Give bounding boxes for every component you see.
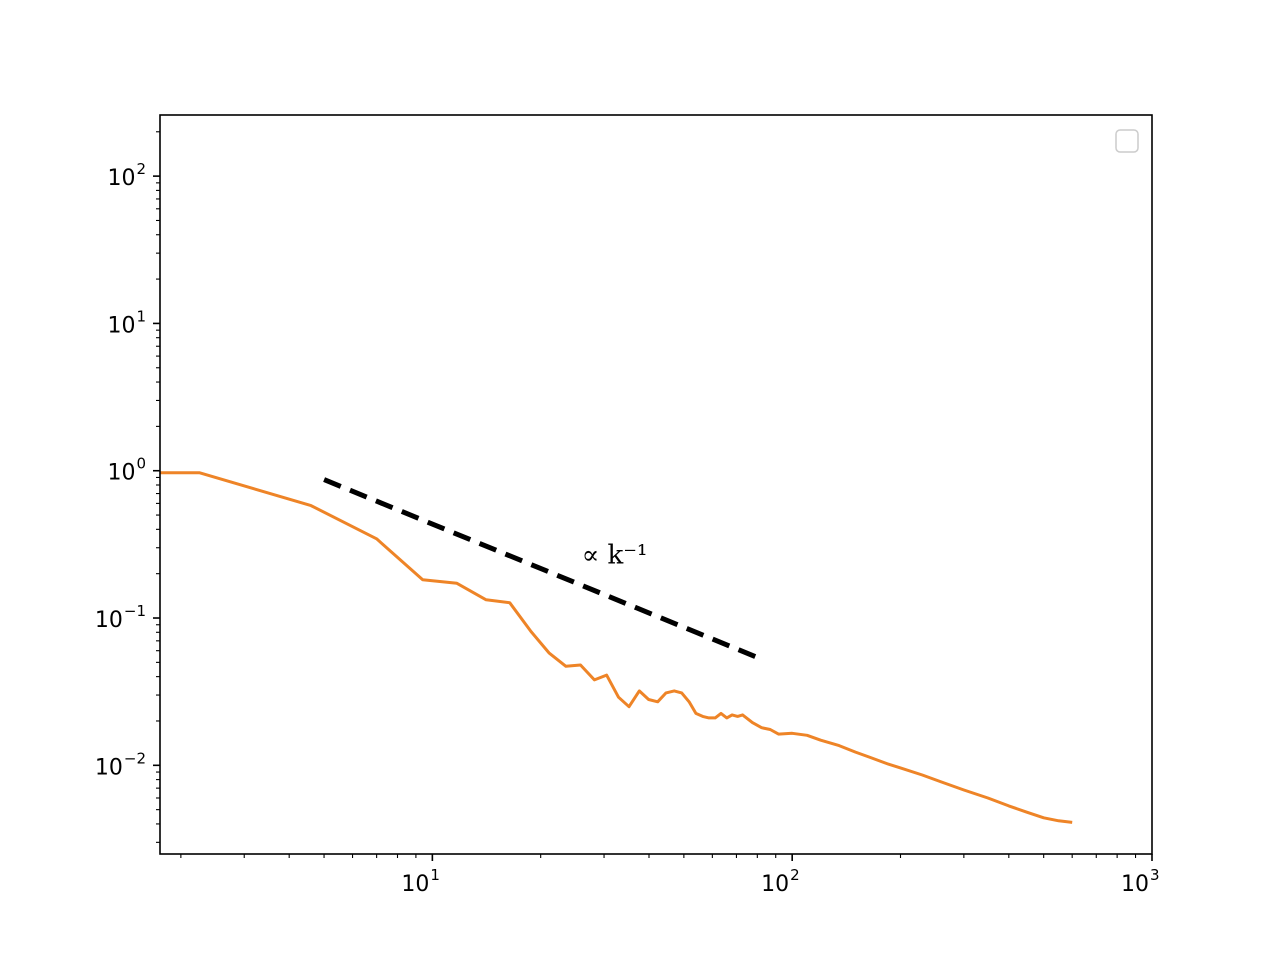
x-tick-label: 10 3	[1121, 866, 1160, 897]
x-tick-label: 10 2	[761, 866, 800, 897]
x-tick-base: 10	[1121, 872, 1149, 897]
legend-box	[1115, 129, 1139, 153]
plot-frame	[159, 114, 1153, 855]
slope-annotation: ∝ k⁻¹	[582, 540, 648, 570]
x-tick-label: 10 1	[401, 866, 440, 897]
x-tick-base: 10	[761, 872, 789, 897]
y-tick-label: −110	[95, 602, 146, 633]
x-tick-base: 10	[401, 872, 429, 897]
y-tick-base: 10	[107, 166, 135, 191]
series-layer	[160, 471, 1073, 824]
y-tick-exponent: −2	[124, 749, 146, 767]
annotation-layer: ∝ k⁻¹	[582, 540, 648, 570]
reference-slope-line	[323, 477, 759, 660]
y-tick-label: 110	[107, 307, 146, 338]
y-tick-exponent: −1	[124, 602, 146, 620]
y-tick-label: −210	[95, 749, 146, 780]
y-tick-base: 10	[107, 313, 135, 338]
x-tick-exponent: 3	[1150, 866, 1160, 884]
y-tick-exponent: 0	[136, 455, 146, 473]
spectrum-line	[160, 471, 1073, 824]
y-tick-label: 210	[107, 160, 146, 191]
y-tick-base: 10	[107, 461, 135, 486]
x-tick-exponent: 2	[790, 866, 800, 884]
y-tick-exponent: 1	[136, 307, 146, 325]
y-tick-base: 10	[95, 755, 123, 780]
y-tick-base: 10	[95, 608, 123, 633]
x-tick-exponent: 1	[430, 866, 440, 884]
y-tick-label: 010	[107, 455, 146, 486]
y-tick-exponent: 2	[136, 160, 146, 178]
